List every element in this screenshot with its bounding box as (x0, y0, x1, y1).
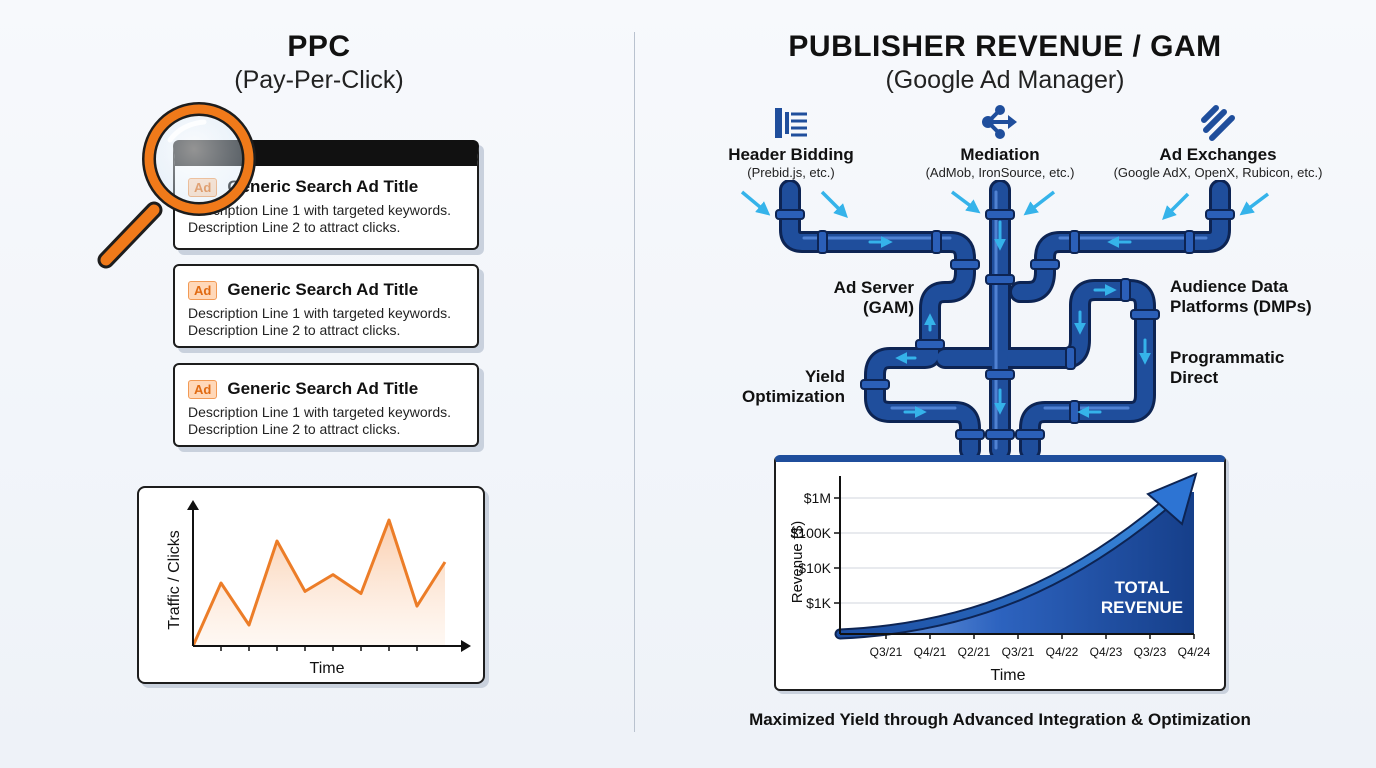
x-axis-label: Time (310, 660, 345, 677)
traffic-chart: Time Traffic / Clicks (166, 500, 471, 677)
source-detail-mediation: (AdMob, IronSource, etc.) (925, 165, 1075, 180)
x-tick-label: Q3/21 (1002, 645, 1035, 659)
source-name-mediation: Mediation (960, 145, 1040, 164)
ad-description-line-2: Description Line 2 to attract clicks. (188, 421, 401, 437)
y-tick-label: $10K (798, 560, 831, 576)
y-tick-label: $1M (804, 490, 831, 506)
source-detail-header-bidding: (Prebid.js, etc.) (747, 165, 835, 180)
ad-description-line-1: Description Line 1 with targeted keyword… (188, 305, 452, 321)
x-axis-arrow (461, 640, 471, 652)
ad-badge: Ad (188, 280, 218, 300)
total-revenue-annotation: TOTAL (1114, 578, 1169, 597)
y-tick-label: $100K (791, 525, 832, 541)
revenue-chart-card: $1K $10K $100K $1M TOTAL REVENUE Q3/21 Q4/21 Q2/… (774, 455, 1226, 691)
y-axis-label: Traffic / Clicks (166, 530, 183, 630)
yield-optimization-label: Yield Optimization (742, 367, 845, 406)
ad-description-line-1: Description Line 1 with targeted keyword… (188, 202, 452, 218)
ad-title[interactable]: Generic Search Ad Title (227, 379, 419, 398)
programmatic-direct-label: Programmatic Direct (1170, 348, 1285, 387)
source-detail-ad-exchanges: (Google AdX, OpenX, Rubicon, etc.) (1113, 165, 1323, 180)
x-tick-label: Q4/24 (1178, 645, 1211, 659)
share-nodes-icon (982, 105, 1017, 139)
traffic-line (191, 518, 447, 647)
ppc-subtitle: (Pay-Per-Click) (234, 66, 404, 94)
ad-description-line-1: Description Line 1 with targeted keyword… (188, 404, 452, 420)
source-name-ad-exchanges: Ad Exchanges (1159, 145, 1277, 164)
total-revenue-annotation: REVENUE (1101, 598, 1183, 617)
ad-badge: Ad (188, 379, 218, 399)
magnifying-glass-icon (97, 102, 256, 269)
x-tick-label: Q3/21 (870, 645, 903, 659)
exchange-slashes-icon (1201, 105, 1235, 141)
ppc-title: PPC (287, 30, 351, 63)
audience-data-platforms-label: Audience Data Platforms (DMPs) (1170, 277, 1312, 316)
y-axis-label: Revenue ($) (789, 521, 806, 604)
x-tick-label: Q4/22 (1046, 645, 1079, 659)
x-tick-label: Q2/21 (958, 645, 991, 659)
footer-caption: Maximized Yield through Advanced Integra… (749, 710, 1251, 729)
ad-description-line-2: Description Line 2 to attract clicks. (188, 219, 401, 235)
ad-description-line-2: Description Line 2 to attract clicks. (188, 322, 401, 338)
traffic-chart-card: Time Traffic / Clicks (137, 486, 485, 684)
search-ad-card[interactable]: Ad Generic Search Ad Title Description L… (173, 140, 479, 250)
gam-title: PUBLISHER REVENUE / GAM (788, 30, 1222, 63)
x-axis-label: Time (991, 667, 1026, 684)
ad-title[interactable]: Generic Search Ad Title (227, 177, 419, 196)
search-ad-card[interactable]: Ad Generic Search Ad Title Description L… (173, 264, 479, 348)
ad-server-label: Ad Server (GAM) (833, 278, 914, 317)
revenue-arrow-head (1146, 472, 1198, 526)
revenue-area (840, 492, 1194, 634)
y-tick-label: $1K (806, 595, 832, 611)
pipe-network-diagram (740, 180, 1270, 461)
source-name-header-bidding: Header Bidding (728, 145, 854, 164)
y-axis-arrow (187, 500, 199, 510)
x-tick-label: Q4/23 (1090, 645, 1123, 659)
search-ad-card[interactable]: Ad Generic Search Ad Title Description L… (173, 363, 479, 447)
gam-subtitle: (Google Ad Manager) (885, 66, 1125, 94)
ad-title[interactable]: Generic Search Ad Title (227, 280, 419, 299)
header-bidding-icon (775, 108, 807, 138)
x-tick-label: Q4/21 (914, 645, 947, 659)
x-tick-label: Q3/23 (1134, 645, 1167, 659)
section-divider (634, 32, 635, 732)
revenue-trend-line (836, 498, 1172, 638)
